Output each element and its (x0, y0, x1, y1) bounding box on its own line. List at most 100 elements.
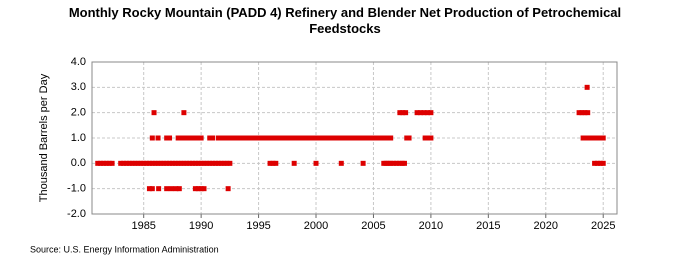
data-point (424, 110, 430, 116)
y-tick-label: 2.0 (71, 107, 86, 119)
x-tick-label: 1990 (189, 220, 213, 232)
data-point (276, 135, 282, 141)
data-point (204, 160, 210, 166)
y-tick-label: 4.0 (71, 56, 86, 68)
data-point (393, 160, 399, 166)
data-point (330, 135, 336, 141)
data-point (360, 160, 366, 166)
data-point (406, 135, 412, 141)
data-point (215, 160, 221, 166)
y-tick-label: 0.0 (71, 157, 86, 169)
x-tick-label: 2015 (476, 220, 500, 232)
data-point (589, 135, 595, 141)
data-point (592, 135, 598, 141)
data-point (155, 135, 161, 141)
data-point (172, 160, 178, 166)
data-point (241, 135, 247, 141)
data-point (353, 135, 359, 141)
data-point (233, 135, 239, 141)
data-point (316, 135, 322, 141)
data-point (149, 135, 155, 141)
data-point (422, 135, 428, 141)
data-point (290, 135, 296, 141)
data-point (270, 135, 276, 141)
data-point (583, 135, 589, 141)
data-point (293, 135, 299, 141)
data-point (167, 160, 173, 166)
data-point (368, 135, 374, 141)
y-tick-label: 3.0 (71, 81, 86, 93)
data-point (580, 135, 586, 141)
data-point (325, 135, 331, 141)
data-point (313, 160, 319, 166)
data-point (141, 160, 147, 166)
data-point (198, 186, 204, 192)
data-point (121, 160, 127, 166)
data-point (132, 160, 138, 166)
data-point (414, 110, 420, 116)
data-point (385, 135, 391, 141)
data-point (118, 160, 124, 166)
data-point (164, 160, 170, 166)
data-point (181, 110, 187, 116)
data-point (218, 160, 224, 166)
data-point (396, 160, 402, 166)
data-point (173, 186, 179, 192)
data-point (597, 135, 603, 141)
data-point (175, 160, 181, 166)
data-point (345, 135, 351, 141)
data-point (235, 135, 241, 141)
data-point (296, 135, 302, 141)
data-point (161, 160, 167, 166)
data-point (273, 160, 279, 166)
data-point (190, 160, 196, 166)
data-point (365, 135, 371, 141)
y-tick-label: -2.0 (67, 208, 86, 220)
data-point (129, 160, 135, 166)
x-tick-label: 2020 (534, 220, 558, 232)
data-point (333, 135, 339, 141)
data-point (198, 160, 204, 166)
data-point (291, 160, 297, 166)
data-point (100, 160, 106, 166)
x-tick-label: 1995 (246, 220, 270, 232)
data-point (302, 135, 308, 141)
data-point (400, 110, 406, 116)
data-point (584, 84, 590, 90)
data-point (585, 110, 591, 116)
data-point (181, 160, 187, 166)
data-point (156, 186, 162, 192)
data-point (576, 110, 582, 116)
data-point (370, 135, 376, 141)
data-point (210, 160, 216, 166)
data-point (149, 160, 155, 166)
data-point (597, 160, 603, 166)
data-point (167, 135, 173, 141)
data-point (287, 135, 293, 141)
x-tick-label: 2005 (361, 220, 385, 232)
data-point (207, 135, 213, 141)
data-point (425, 135, 431, 141)
data-point (195, 135, 201, 141)
data-point (244, 135, 250, 141)
y-axis-label: Thousand Barrels per Day (38, 73, 50, 202)
data-point (152, 160, 158, 166)
data-point (600, 135, 606, 141)
data-point (221, 135, 227, 141)
data-point (135, 160, 141, 166)
data-point (338, 160, 344, 166)
data-point (401, 160, 407, 166)
data-point (187, 135, 193, 141)
data-point (178, 160, 184, 166)
data-point (421, 110, 427, 116)
data-point (258, 135, 264, 141)
data-point (428, 135, 434, 141)
data-point (594, 135, 600, 141)
data-point (198, 135, 204, 141)
data-point (184, 160, 190, 166)
y-tick-label: 1.0 (71, 132, 86, 144)
data-point (207, 160, 213, 166)
data-point (273, 135, 279, 141)
data-point (592, 160, 598, 166)
